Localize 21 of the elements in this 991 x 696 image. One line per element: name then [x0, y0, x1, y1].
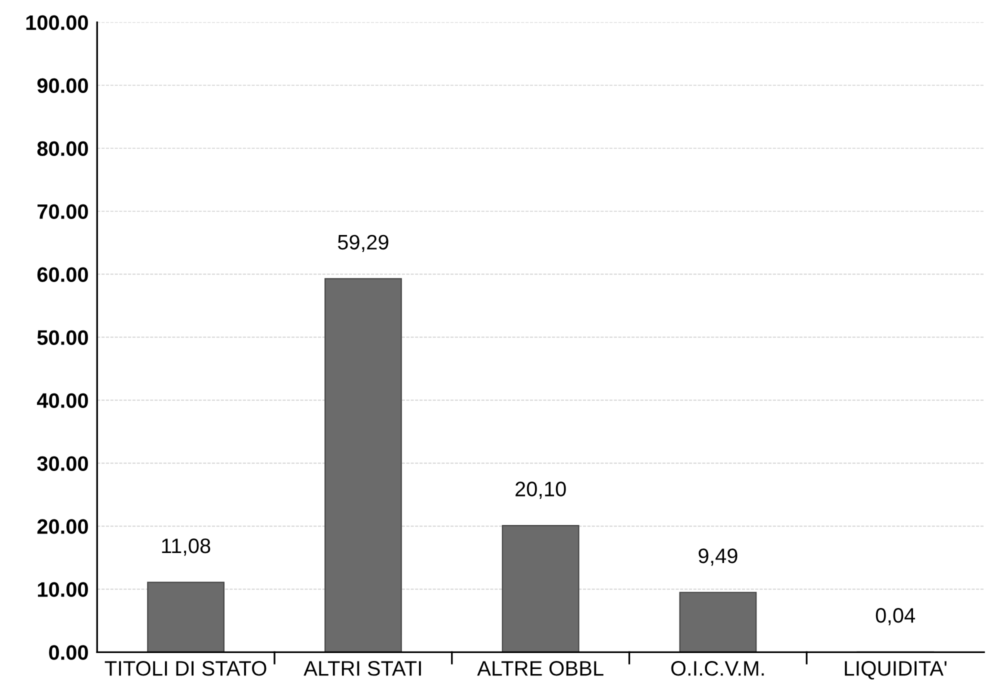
data-label: 59,29 — [338, 234, 388, 252]
x-tick-label: O.I.C.V.M. — [671, 661, 764, 676]
y-tick-label: 60.00 — [37, 267, 88, 282]
x-tick-label: TITOLI DI STATO — [104, 661, 266, 676]
x-tick-label: ALTRE OBBL — [477, 661, 604, 676]
y-tick-label: 0.00 — [49, 645, 88, 660]
data-label: 0,04 — [876, 608, 916, 626]
y-tick-label: 10.00 — [38, 582, 88, 597]
y-tick-label: 30.00 — [37, 456, 88, 471]
data-label: 11,08 — [162, 538, 210, 556]
y-tick-label: 20.00 — [37, 519, 88, 534]
x-tick-label: LIQUIDITA' — [844, 661, 946, 680]
x-tick-label: ALTRI STATI — [304, 661, 421, 676]
y-tick-label: 50.00 — [37, 330, 88, 345]
y-tick-label: 80.00 — [37, 141, 88, 156]
y-tick-label: 40.00 — [36, 393, 88, 408]
y-tick-label: 70.00 — [38, 204, 88, 219]
data-label: 9,49 — [698, 548, 738, 566]
data-label: 20,10 — [516, 482, 566, 499]
y-tick-label: 100.00 — [26, 15, 88, 30]
y-tick-label: 90.00 — [37, 78, 88, 94]
